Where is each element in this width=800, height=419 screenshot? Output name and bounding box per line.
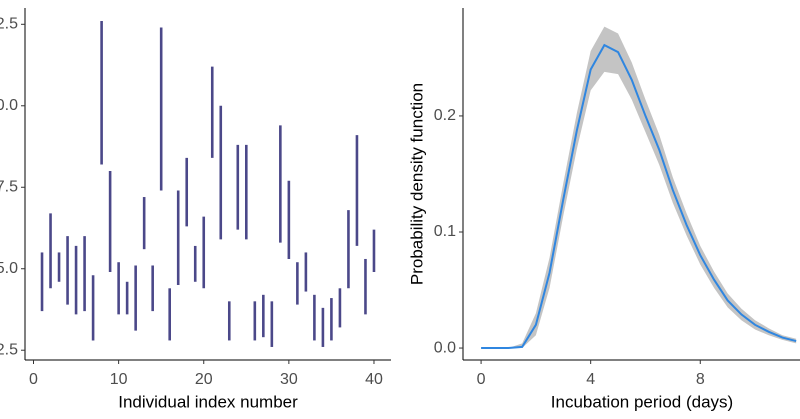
y-tick-label: 0.2 [434,107,456,124]
x-axis-title: Incubation period (days) [551,392,733,411]
x-tick-label: 0 [29,371,38,388]
y-tick-label: 5.0 [0,260,18,277]
y-tick-label: 12.5 [0,16,18,33]
y-tick-label: 7.5 [0,178,18,195]
x-tick-label: 0 [477,371,486,388]
y-tick-label: 0.0 [434,339,456,356]
x-tick-label: 10 [110,371,128,388]
y-tick-label: 2.5 [0,341,18,358]
line [481,43,797,350]
x-tick-label: 40 [365,371,383,388]
x-axis-title: Individual index number [118,392,298,411]
confidence-band [481,26,797,349]
y-axis-title: Probability density function [407,83,426,285]
x-tick-label: 8 [696,371,705,388]
y-tick-label: 10.0 [0,97,18,114]
x-tick-label: 20 [195,371,213,388]
x-tick-label: 4 [586,371,595,388]
y-tick-label: 0.1 [434,223,456,240]
x-tick-label: 30 [280,371,298,388]
